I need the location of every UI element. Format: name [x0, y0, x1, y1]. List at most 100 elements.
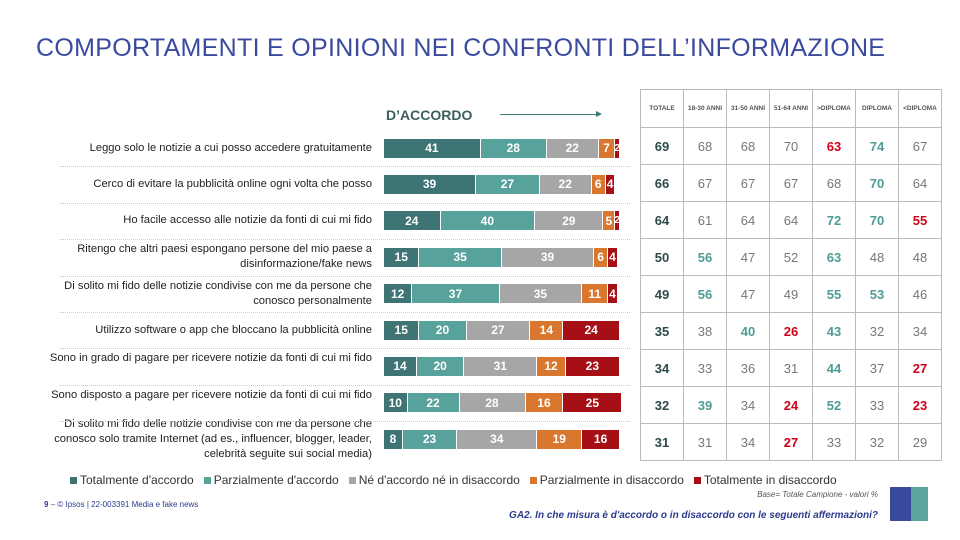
bar-segment: 29 — [535, 211, 604, 231]
bar-segment: 8 — [384, 429, 403, 449]
legend-swatch — [203, 477, 211, 484]
bar-segment: 20 — [419, 320, 467, 340]
table-cell: 36 — [726, 349, 770, 387]
table-cell: 67 — [898, 127, 942, 165]
table-cell: 68 — [726, 127, 770, 165]
table-row: 34 33 36 31 44 37 27 — [640, 349, 942, 387]
table-row: 64 61 64 64 72 70 55 — [640, 201, 942, 239]
category-label: Leggo solo le notizie a cui posso accede… — [89, 141, 372, 154]
column-header: <DIPLOMA — [898, 89, 942, 128]
row-separator — [60, 202, 630, 204]
table-row: 50 56 47 52 63 48 48 — [640, 238, 942, 276]
table-cell: 49 — [769, 275, 813, 313]
table-row: 32 39 34 24 52 33 23 — [640, 386, 942, 424]
page-title: COMPORTAMENTI E OPINIONI NEI CONFRONTI D… — [36, 34, 886, 62]
table-cell: 55 — [898, 201, 942, 239]
bar-segment: 14 — [530, 320, 564, 340]
bar-segment: 4 — [608, 247, 618, 267]
row-separator — [60, 166, 630, 168]
table-cell: 53 — [855, 275, 899, 313]
table-cell: 32 — [855, 423, 899, 461]
legend-swatch — [529, 477, 537, 484]
question-text: GA2. In che misura è d'accordo o in disa… — [509, 510, 878, 521]
legend-swatch — [693, 477, 701, 484]
bar-segment: 39 — [384, 174, 477, 194]
bar-segment: 23 — [402, 429, 458, 449]
bar-segment: 28 — [459, 393, 526, 413]
table-cell: 32 — [855, 312, 899, 350]
bar-segment: 4 — [608, 284, 618, 304]
table-row: 49 56 47 49 55 53 46 — [640, 275, 942, 313]
bar-segment: 28 — [480, 138, 547, 158]
bar-segment: 22 — [539, 174, 592, 194]
bar-segment: 11 — [582, 284, 609, 304]
category-label: Sono disposto a pagare per ricevere noti… — [51, 388, 372, 401]
bar-segment: 22 — [546, 138, 599, 158]
table-cell: 29 — [898, 423, 942, 461]
table-cell: 68 — [683, 127, 727, 165]
bar-segment: 34 — [457, 429, 538, 449]
category-label: Di solito mi fido delle notizie condivis… — [54, 417, 372, 460]
bar-segment: 15 — [384, 247, 420, 267]
bar-segment: 6 — [594, 247, 609, 267]
table-cell: 31 — [683, 423, 727, 461]
bar-segment: 12 — [537, 356, 566, 376]
legend-label: Totalmente d'accordo — [80, 473, 194, 487]
bar-segment: 7 — [598, 138, 616, 158]
table-cell: 56 — [683, 238, 727, 276]
category-label: Utilizzo software o app che bloccano la … — [95, 323, 372, 336]
table-cell: 34 — [640, 349, 684, 387]
category-label: Ho facile accesso alle notizie da fonti … — [123, 214, 372, 227]
bar-segment: 27 — [476, 174, 540, 194]
bar-segment: 16 — [525, 393, 564, 413]
table-cell: 74 — [855, 127, 899, 165]
table-cell: 70 — [769, 127, 813, 165]
table-cell: 26 — [769, 312, 813, 350]
legend-swatch — [70, 477, 77, 484]
table-cell: 69 — [640, 127, 684, 165]
bar-segment: 10 — [384, 393, 408, 413]
legend-label: Totalmente in disaccordo — [703, 473, 837, 487]
category-label: Di solito mi fido delle notizie condivis… — [64, 279, 372, 307]
table-cell: 46 — [898, 275, 942, 313]
row-separator — [60, 348, 630, 350]
table-cell: 70 — [855, 164, 899, 202]
table-row: 69 68 68 70 63 74 67 — [640, 127, 942, 165]
bar-segment: 19 — [537, 429, 583, 449]
column-header: DIPLOMA — [855, 89, 899, 128]
page-number: 9 — [44, 500, 49, 509]
legend-swatch — [348, 477, 356, 484]
table-cell: 50 — [640, 238, 684, 276]
table-cell: 64 — [640, 201, 684, 239]
column-header: TOTALE — [640, 89, 684, 128]
bar-segment: 12 — [384, 284, 413, 304]
table-cell: 67 — [683, 164, 727, 202]
table-cell: 43 — [812, 312, 856, 350]
bar-segment: 35 — [419, 247, 502, 267]
row-separator — [60, 312, 630, 313]
legend-item: Totalmente d'accordo — [70, 473, 194, 487]
legend-label: Né d'accordo né in disaccordo — [358, 473, 520, 487]
row-separator — [60, 239, 630, 241]
table-cell: 39 — [683, 386, 727, 424]
legend: Totalmente d'accordo Parzialmente d'accor… — [70, 473, 837, 487]
table-cell: 40 — [726, 312, 770, 350]
table-cell: 67 — [726, 164, 770, 202]
table-cell: 47 — [726, 275, 770, 313]
row-separator — [60, 275, 630, 277]
table-cell: 49 — [640, 275, 684, 313]
table-cell: 70 — [855, 201, 899, 239]
accordo-annotation: D’ACCORDO — [386, 107, 473, 123]
column-header: >DIPLOMA — [812, 89, 856, 128]
ipsos-logo — [890, 487, 928, 521]
base-note: Base= Totale Campione - valori % — [757, 490, 878, 499]
table-cell: 24 — [769, 386, 813, 424]
arrow-right-icon — [500, 111, 602, 117]
table-cell: 33 — [855, 386, 899, 424]
table-cell: 68 — [812, 164, 856, 202]
legend-item: Parzialmente in disaccordo — [529, 473, 684, 487]
table-cell: 64 — [726, 201, 770, 239]
column-header: 31-50 ANNI — [726, 89, 770, 128]
table-cell: 55 — [812, 275, 856, 313]
bar-segment: 31 — [464, 356, 538, 376]
